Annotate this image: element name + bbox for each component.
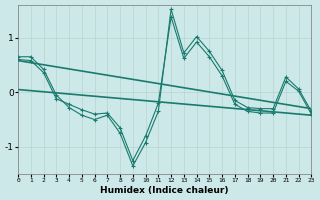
X-axis label: Humidex (Indice chaleur): Humidex (Indice chaleur) (100, 186, 229, 195)
